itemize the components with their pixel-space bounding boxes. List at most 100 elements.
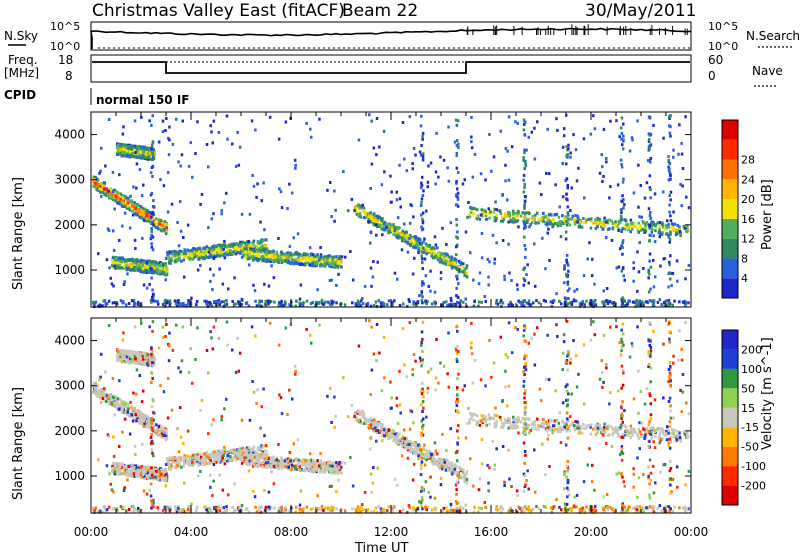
power-point [408, 221, 412, 225]
velocity-point [160, 478, 164, 482]
power-point [411, 237, 415, 241]
velocity-point [220, 453, 224, 457]
power-point [626, 302, 629, 306]
power-point [137, 300, 140, 304]
power-point [586, 257, 589, 261]
power-point [589, 132, 593, 136]
power-point [370, 162, 374, 166]
velocity-point [141, 468, 145, 472]
power-point [218, 267, 221, 271]
power-point [116, 143, 120, 147]
power-point [596, 225, 599, 229]
power-point [403, 157, 406, 161]
power-point [325, 255, 328, 259]
power-point [446, 304, 449, 308]
power-point [144, 219, 148, 223]
power-point [523, 279, 527, 283]
power-point [139, 208, 143, 212]
power-point [292, 236, 295, 240]
colorbar-cell [722, 218, 738, 239]
velocity-point [152, 477, 155, 481]
power-point [531, 215, 535, 218]
power-point [302, 263, 305, 267]
power-point [148, 148, 152, 152]
power-point [211, 248, 214, 251]
power-point [179, 200, 182, 204]
power-point [522, 158, 525, 162]
velocity-point [220, 458, 223, 462]
velocity-point [135, 410, 138, 414]
power-point [508, 271, 511, 275]
power-colorbar-tick: 16 [741, 213, 755, 226]
power-point [135, 145, 138, 149]
velocity-point [110, 402, 113, 406]
power-point [150, 267, 153, 271]
velocity-point [133, 464, 136, 468]
velocity-point [136, 464, 139, 468]
velocity-point [161, 429, 164, 433]
power-point [552, 299, 556, 303]
power-point [175, 304, 179, 308]
power-point [536, 120, 539, 124]
power-point [209, 250, 213, 253]
power-point [458, 301, 461, 305]
power-point [375, 304, 379, 308]
power-point [248, 250, 251, 254]
power-point [159, 268, 162, 272]
velocity-point [159, 474, 162, 478]
power-point [103, 299, 107, 303]
power-point [249, 243, 253, 247]
power-point [546, 127, 549, 131]
power-point [315, 257, 319, 261]
power-point [160, 226, 164, 230]
power-point [425, 252, 428, 256]
power-point [423, 237, 426, 241]
power-point [213, 300, 216, 304]
power-point [151, 262, 155, 266]
velocity-point [157, 477, 160, 481]
velocity-point [137, 466, 140, 470]
power-point [506, 149, 509, 153]
power-point [647, 268, 650, 272]
power-point [423, 248, 426, 252]
power-point [212, 119, 216, 123]
power-point [389, 200, 393, 204]
power-point [255, 304, 259, 308]
power-point [611, 222, 615, 226]
power-point [376, 219, 379, 223]
power-point [578, 225, 581, 229]
power-point [622, 206, 625, 210]
power-point [159, 261, 162, 264]
power-point [455, 154, 458, 157]
power-point [426, 300, 429, 303]
power-point [125, 154, 129, 158]
power-point [313, 257, 316, 261]
power-point [676, 229, 679, 233]
power-point [457, 270, 461, 274]
power-point [122, 300, 125, 304]
power-point [472, 278, 475, 282]
power-point [411, 236, 414, 239]
power-point [565, 219, 568, 223]
power-point [210, 304, 214, 308]
power-point [608, 227, 611, 231]
power-point [465, 275, 469, 279]
velocity-point [102, 390, 105, 394]
power-point [375, 153, 378, 157]
power-point [139, 212, 142, 216]
power-point [267, 250, 270, 254]
power-point [456, 300, 459, 304]
power-point [200, 192, 204, 196]
velocity-point [150, 428, 153, 432]
velocity-point [123, 410, 127, 414]
power-point [141, 145, 144, 149]
power-point [168, 303, 172, 307]
power-point [100, 194, 103, 198]
power-point [429, 161, 433, 165]
power-point [457, 146, 460, 150]
power-point [686, 230, 689, 234]
power-point [620, 217, 623, 221]
velocity-point [147, 477, 150, 480]
power-point [650, 224, 653, 228]
